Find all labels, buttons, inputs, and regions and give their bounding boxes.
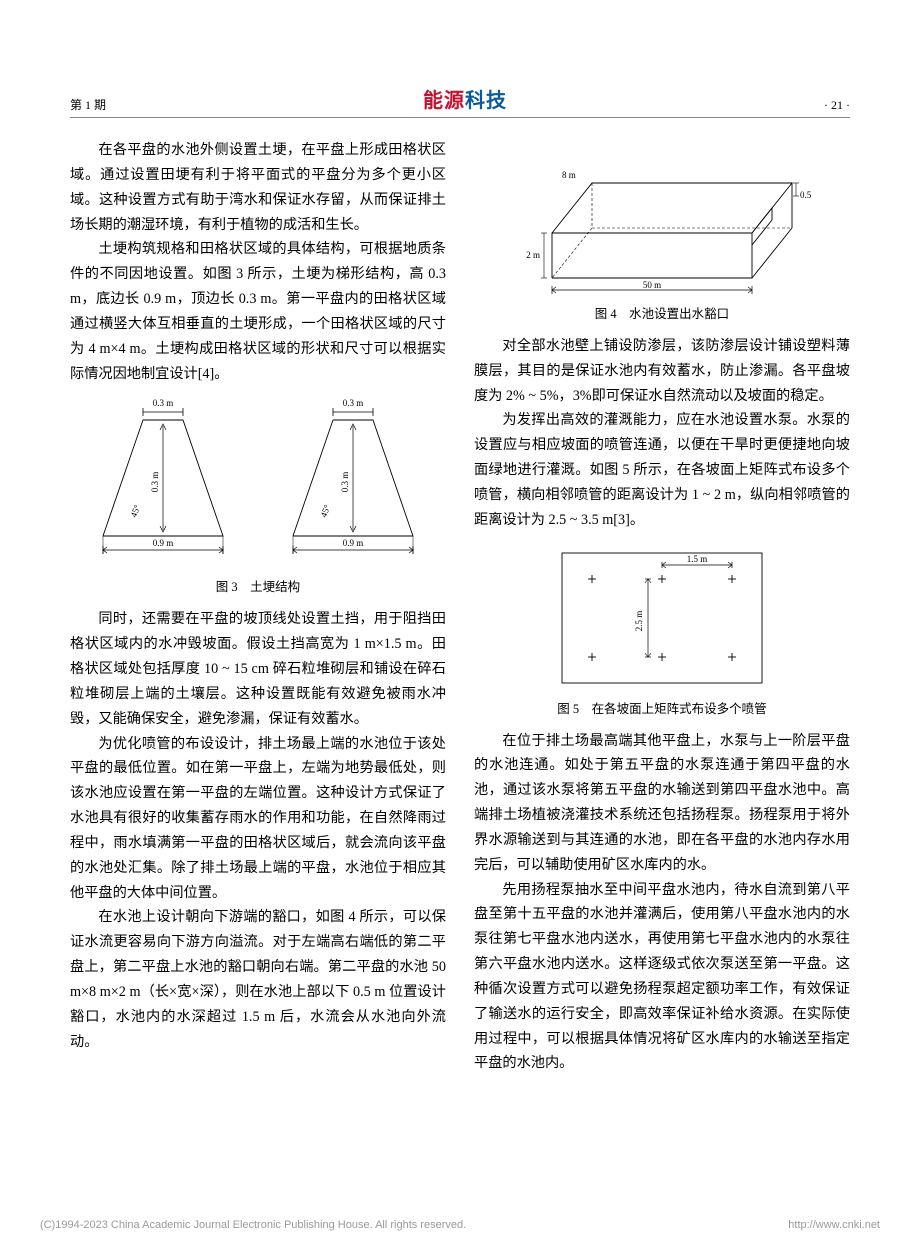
- figure-5: 1.5 m 2.5 m: [474, 543, 850, 693]
- logo-secondary: 科技: [465, 90, 507, 112]
- issue-number: 第 1 期: [70, 96, 106, 113]
- figure-3: 0.3 m 0.3 m 45°: [70, 396, 446, 571]
- fig4-width-label: 50 m: [643, 280, 661, 290]
- left-p5: 在水池上设计朝向下游端的豁口，如图 4 所示，可以保证水流更容易向下游方向溢流。…: [70, 905, 446, 1054]
- fig3-angle-label-1: 45°: [128, 503, 142, 519]
- fig5-hspacing-label: 1.5 m: [687, 554, 708, 564]
- fig5-svg: 1.5 m 2.5 m: [552, 543, 772, 693]
- fig4-height-label: 2 m: [526, 250, 540, 260]
- page-footer: (C)1994-2023 China Academic Journal Elec…: [40, 1219, 880, 1231]
- right-p1: 对全部水池壁上铺设防渗层，该防渗层设计铺设塑料薄膜层，其目的是保证水池内有效蓄水…: [474, 334, 850, 409]
- fig3-height-label-2: 0.3 m: [340, 472, 350, 493]
- right-p3: 在位于排土场最高端其他平盘上，水泵与上一阶层平盘的水池连通。如处于第五平盘的水泵…: [474, 729, 850, 878]
- logo-primary: 能源: [423, 90, 465, 112]
- figure-4: 8 m 2 m 0.5 m 50 m: [474, 148, 850, 298]
- right-p2: 为发挥出高效的灌溉能力，应在水池设置水泵。水泵的设置应与相应坡面的喷管连通，以便…: [474, 408, 850, 532]
- fig5-caption: 图 5 在各坡面上矩阵式布设多个喷管: [474, 699, 850, 721]
- right-p4: 先用扬程泵抽水至中间平盘水池内，待水自流到第八平盘至第十五平盘的水池并灌满后，使…: [474, 878, 850, 1077]
- left-p4: 为优化喷管的布设设计，排土场最上端的水池位于该处平盘的最低位置。如在第一平盘上，…: [70, 732, 446, 906]
- fig3-bottom-label-1: 0.9 m: [153, 538, 174, 548]
- fig3-caption: 图 3 土埂结构: [70, 577, 446, 599]
- fig3-height-label-1: 0.3 m: [150, 472, 160, 493]
- journal-logo: 能源科技: [423, 84, 507, 113]
- fig3-svg: 0.3 m 0.3 m 45°: [88, 396, 428, 571]
- fig3-bottom-label-2: 0.9 m: [343, 538, 364, 548]
- fig4-caption: 图 4 水池设置出水豁口: [474, 304, 850, 326]
- fig5-vspacing-label: 2.5 m: [634, 610, 644, 631]
- footer-copyright: (C)1994-2023 China Academic Journal Elec…: [40, 1219, 466, 1231]
- fig3-top-label-2: 0.3 m: [343, 398, 364, 408]
- right-column: 8 m 2 m 0.5 m 50 m: [474, 138, 850, 1076]
- page-header: 第 1 期 能源科技 · 21 ·: [70, 84, 850, 118]
- content-columns: 在各平盘的水池外侧设置土埂，在平盘上形成田格状区域。通过设置田埂有利于将平面式的…: [70, 138, 850, 1076]
- fig3-top-label-1: 0.3 m: [153, 398, 174, 408]
- footer-url: http://www.cnki.net: [788, 1219, 880, 1231]
- left-column: 在各平盘的水池外侧设置土埂，在平盘上形成田格状区域。通过设置田埂有利于将平面式的…: [70, 138, 446, 1076]
- fig3-angle-label-2: 45°: [318, 503, 332, 519]
- left-p3: 同时，还需要在平盘的坡顶线处设置土挡，用于阻挡田格状区域内的水冲毁坡面。假设土挡…: [70, 607, 446, 731]
- left-p2: 土埂构筑规格和田格状区域的具体结构，可根据地质条件的不同因地设置。如图 3 所示…: [70, 237, 446, 386]
- fig4-svg: 8 m 2 m 0.5 m 50 m: [512, 148, 812, 298]
- left-p1: 在各平盘的水池外侧设置土埂，在平盘上形成田格状区域。通过设置田埂有利于将平面式的…: [70, 138, 446, 237]
- page-number: · 21 ·: [824, 98, 850, 113]
- fig4-depth-label: 8 m: [562, 170, 576, 180]
- fig4-notch-label: 0.5 m: [800, 190, 812, 200]
